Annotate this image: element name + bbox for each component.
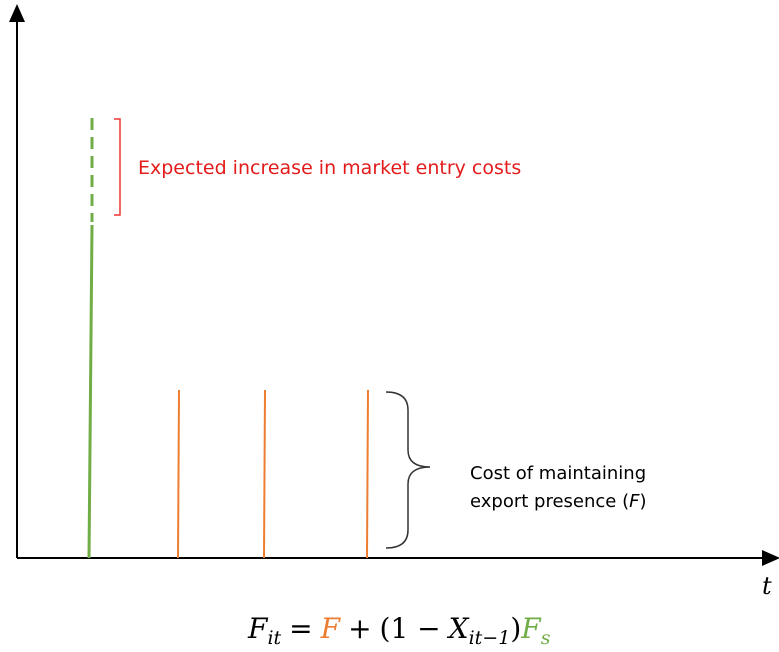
annotation: Cost of maintaining	[470, 463, 646, 484]
orange-bar	[177, 389, 180, 559]
formula-part: +	[348, 612, 371, 645]
red-bracket	[114, 118, 121, 216]
annotation: Expected increase in market entry costs	[138, 157, 521, 179]
formula-sub: it	[267, 627, 281, 649]
annotation-text: )	[639, 491, 646, 512]
annotation-text: Cost of maintaining	[470, 463, 646, 484]
formula-part: =	[289, 612, 312, 645]
brace	[385, 391, 431, 549]
green-bar	[87, 224, 94, 559]
formula-part: (1 −	[380, 612, 441, 645]
formula-part: F	[320, 612, 342, 645]
formula-part: X	[447, 612, 470, 645]
formula-part: F	[520, 612, 542, 645]
annotation: export presence (F)	[470, 491, 647, 512]
formula-part: )	[510, 612, 521, 645]
annotation-text: export presence (	[470, 491, 629, 512]
formula-sub: s	[541, 627, 551, 649]
orange-bar	[366, 389, 369, 559]
annotation-symbol: F	[629, 491, 640, 512]
formula: Fit = F + (1 − Xit−1)Fs	[247, 612, 551, 649]
axis-label: t	[762, 572, 772, 600]
formula-sub: it−1	[469, 627, 511, 649]
orange-bar	[263, 389, 266, 559]
formula-part: F	[247, 612, 269, 645]
